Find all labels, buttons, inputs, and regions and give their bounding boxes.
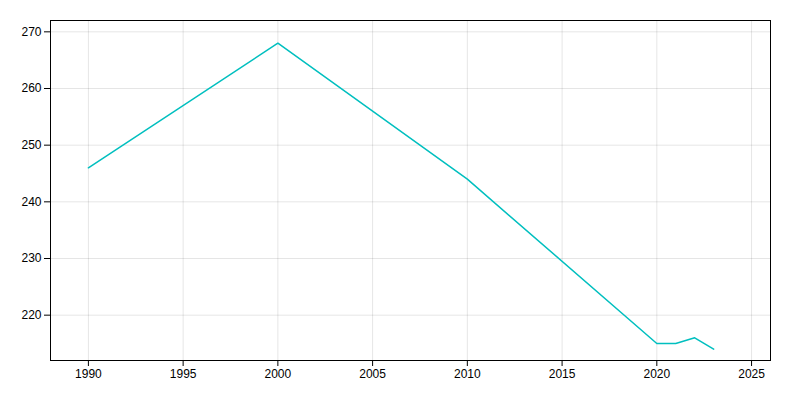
svg-text:1990: 1990 [75, 367, 102, 381]
svg-text:2015: 2015 [549, 367, 576, 381]
svg-text:250: 250 [21, 138, 41, 152]
svg-text:1995: 1995 [170, 367, 197, 381]
svg-text:2000: 2000 [265, 367, 292, 381]
svg-text:2020: 2020 [643, 367, 670, 381]
svg-text:270: 270 [21, 25, 41, 39]
svg-text:2025: 2025 [738, 367, 765, 381]
svg-text:260: 260 [21, 81, 41, 95]
svg-text:220: 220 [21, 308, 41, 322]
svg-text:2010: 2010 [454, 367, 481, 381]
svg-text:230: 230 [21, 251, 41, 265]
svg-text:240: 240 [21, 195, 41, 209]
svg-text:2005: 2005 [359, 367, 386, 381]
